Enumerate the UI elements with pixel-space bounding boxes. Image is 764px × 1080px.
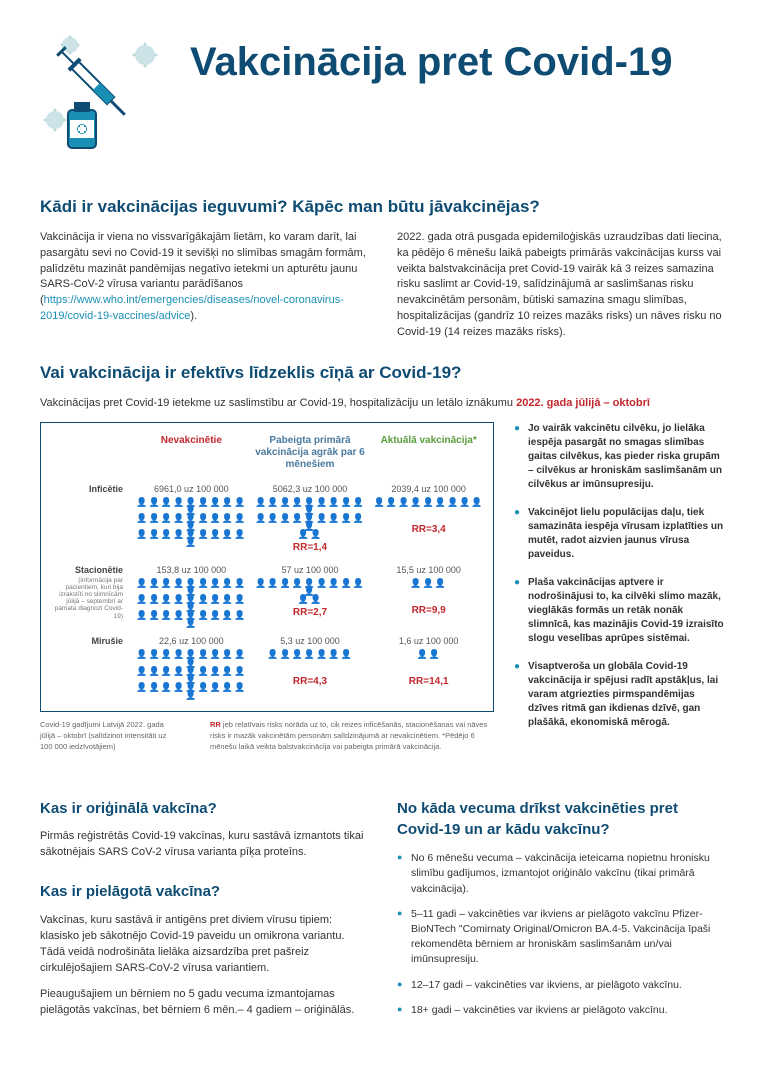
chart-cell: 5062,3 uz 100 000👤👤👤👤👤👤👤👤👤👤👤👤👤👤👤👤👤👤👤👤👤👤R… <box>254 483 367 556</box>
subtext-pre: Vakcinācijas pret Covid-19 ietekme uz sa… <box>40 397 516 409</box>
effective-subtext: Vakcinācijas pret Covid-19 ietekme uz sa… <box>40 396 724 412</box>
age-heading: No kāda vecuma drīkst vakcinēties pret C… <box>397 798 724 842</box>
original-text: Pirmās reģistrētās Covid-19 vakcīnas, ku… <box>40 829 367 861</box>
chart-row-label: Mirušie <box>49 635 129 648</box>
chart-cell: 22,6 uz 100 000👤👤👤👤👤👤👤👤👤👤👤👤👤👤👤👤👤👤👤👤👤👤👤👤👤… <box>135 635 248 699</box>
adapted-text1: Vakcīnas, kuru sastāvā ir antigēns pret … <box>40 913 367 977</box>
age-item: No 6 mēnešu vecuma – vakcinācija ieteica… <box>397 851 724 897</box>
chart-row-label: Stacionētie(informācija par pacientiem, … <box>49 564 129 620</box>
effective-bullets: Jo vairāk vakcinētu cilvēku, jo lielāka … <box>514 422 724 753</box>
adapted-heading: Kas ir pielāgotā vakcīna? <box>40 881 367 903</box>
chart-cell: 5,3 uz 100 000👤👤👤👤👤👤👤RR=4,3 <box>254 635 367 699</box>
chart-cell: 15,5 uz 100 000👤👤👤RR=9,9 <box>372 564 485 628</box>
original-heading: Kas ir oriģinālā vakcīna? <box>40 798 367 820</box>
chart-col-head: Pabeigta primārā vakcinācija agrāk par 6… <box>254 435 367 475</box>
adapted-text2: Pieaugušajiem un bērniem no 5 gadu vecum… <box>40 987 367 1019</box>
page-title: Vakcinācija pret Covid-19 <box>190 40 724 84</box>
age-item: 12–17 gadi – vakcinēties var ikviens, ar… <box>397 978 724 993</box>
chart-cell: 1,6 uz 100 000👤👤RR=14,1 <box>372 635 485 699</box>
bullet-item: Vakcinējot lielu populācijas daļu, tiek … <box>514 506 724 562</box>
footnote-right: RR jeb relatīvais risks norāda uz to, ci… <box>210 720 494 753</box>
chart-box: NevakcinētiePabeigta primārā vakcinācija… <box>40 422 494 712</box>
chart-footnote: Covid-19 gadījumi Latvijā 2022. gada jūl… <box>40 720 494 753</box>
benefits-text-post: ). <box>190 310 197 322</box>
bullet-item: Plaša vakcinācijas aptvere ir nodrošināj… <box>514 576 724 646</box>
age-item: 18+ gadi – vakcinēties var ikviens ar pi… <box>397 1003 724 1018</box>
bullet-item: Visaptveroša un globāla Covid-19 vakcinā… <box>514 660 724 730</box>
bullet-item: Jo vairāk vakcinētu cilvēku, jo lielāka … <box>514 422 724 492</box>
chart-cell: 153,8 uz 100 000👤👤👤👤👤👤👤👤👤👤👤👤👤👤👤👤👤👤👤👤👤👤👤👤… <box>135 564 248 628</box>
age-list: No 6 mēnešu vecuma – vakcinācija ieteica… <box>397 851 724 1018</box>
chart-col-head: Nevakcinētie <box>135 435 248 475</box>
hero-vaccine-icon <box>40 30 170 160</box>
chart-row-label: Inficētie <box>49 483 129 496</box>
benefits-col1: Vakcinācija ir viena no vissvarīgākajām … <box>40 230 367 342</box>
chart-cell: 57 uz 100 000👤👤👤👤👤👤👤👤👤👤👤👤RR=2,7 <box>254 564 367 628</box>
chart-cell: 6961,0 uz 100 000👤👤👤👤👤👤👤👤👤👤👤👤👤👤👤👤👤👤👤👤👤👤👤… <box>135 483 248 556</box>
effective-heading: Vai vakcinācija ir efektīvs līdzeklis cī… <box>40 361 724 386</box>
benefits-heading: Kādi ir vakcinācijas ieguvumi? Kāpēc man… <box>40 195 724 220</box>
chart-cell: 2039,4 uz 100 000👤👤👤👤👤👤👤👤👤RR=3,4 <box>372 483 485 556</box>
chart-col-head: Aktuālā vakcinācija* <box>372 435 485 475</box>
footnote-left: Covid-19 gadījumi Latvijā 2022. gada jūl… <box>40 720 180 753</box>
age-item: 5–11 gadi – vakcinēties var ikviens ar p… <box>397 907 724 968</box>
benefits-col2: 2022. gada otrā pusgada epidemiloģiskās … <box>397 230 724 342</box>
subtext-date: 2022. gada jūlijā – oktobrī <box>516 397 650 409</box>
